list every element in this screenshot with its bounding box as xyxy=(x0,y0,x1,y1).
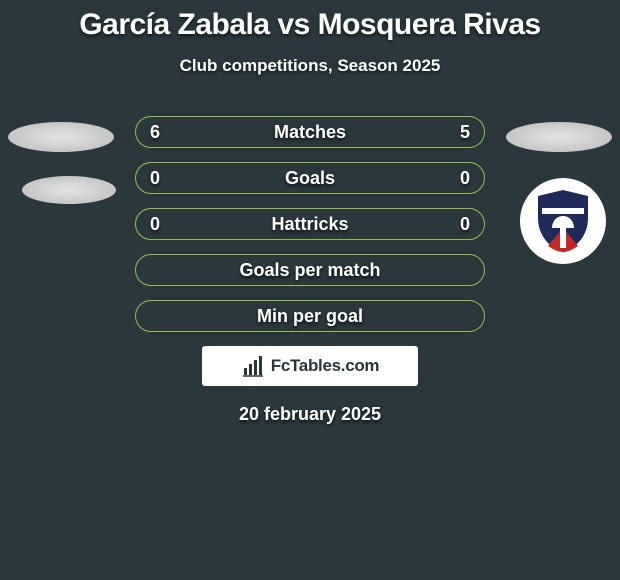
stat-left-value: 0 xyxy=(150,214,170,235)
stat-row: 0 Hattricks 0 xyxy=(135,208,485,240)
stat-row: Goals per match xyxy=(135,254,485,286)
stat-label: Min per goal xyxy=(170,306,450,327)
stat-label: Hattricks xyxy=(170,214,450,235)
stat-label: Goals xyxy=(170,168,450,189)
stat-right-value: 0 xyxy=(450,214,470,235)
stat-label: Matches xyxy=(170,122,450,143)
page-title: García Zabala vs Mosquera Rivas xyxy=(79,8,540,42)
source-logo-box: FcTables.com xyxy=(202,346,418,386)
source-logo-text: FcTables.com xyxy=(271,356,380,376)
stat-row: 6 Matches 5 xyxy=(135,116,485,148)
date-text: 20 february 2025 xyxy=(239,404,381,425)
stats-list: 6 Matches 5 0 Goals 0 0 Hattricks 0 Goal… xyxy=(0,116,620,332)
stat-left-value: 0 xyxy=(150,168,170,189)
stat-right-value: 5 xyxy=(450,122,470,143)
page-subtitle: Club competitions, Season 2025 xyxy=(180,56,441,76)
stat-row: 0 Goals 0 xyxy=(135,162,485,194)
stat-row: Min per goal xyxy=(135,300,485,332)
stat-right-value: 0 xyxy=(450,168,470,189)
comparison-card: García Zabala vs Mosquera Rivas Club com… xyxy=(0,0,620,425)
bar-chart-icon xyxy=(241,354,265,378)
stat-left-value: 6 xyxy=(150,122,170,143)
stat-label: Goals per match xyxy=(170,260,450,281)
